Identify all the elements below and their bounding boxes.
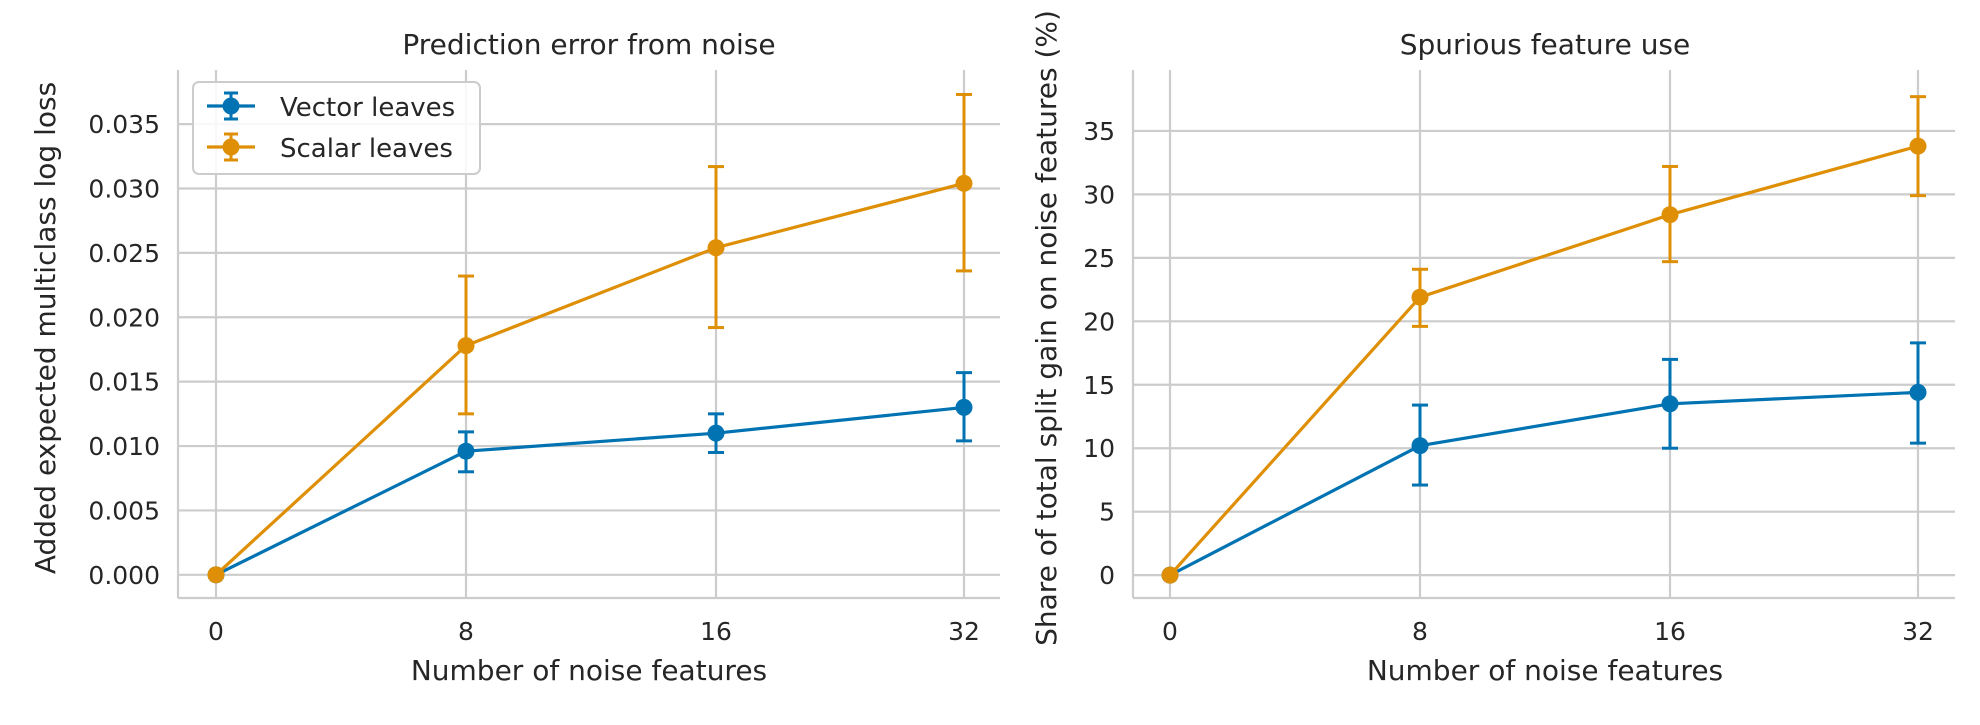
y-tick-label: 5 xyxy=(1099,498,1115,527)
series-vector xyxy=(1161,341,1927,584)
legend-swatch-scalar xyxy=(207,132,255,162)
data-point-vector xyxy=(707,424,725,442)
data-point-scalar xyxy=(955,174,973,192)
series-line-vector xyxy=(1169,390,1919,577)
legend-entry-vector: Vector leaves xyxy=(207,91,455,123)
data-point-scalar xyxy=(1161,566,1179,584)
series-line-scalar xyxy=(214,181,965,576)
y-tick-label: 0.030 xyxy=(88,174,160,203)
y-tick-label: 15 xyxy=(1083,371,1115,400)
x-tick-label: 0 xyxy=(1162,617,1178,646)
y-tick-label: 35 xyxy=(1083,117,1115,146)
data-point-vector xyxy=(1909,383,1927,401)
panel-prediction-error: 0 8 16 32 0.000 0.005 0.010 0.015 0.020 0.025 0.03… xyxy=(29,28,1000,687)
legend-box xyxy=(192,81,481,175)
y-tick-label: 0.025 xyxy=(88,239,160,268)
y-tick-label: 0.010 xyxy=(88,432,160,461)
data-point-vector xyxy=(955,398,973,416)
panel-1-title: Prediction error from noise xyxy=(402,28,775,61)
series-line-vector xyxy=(215,405,965,577)
data-point-scalar xyxy=(1661,206,1679,224)
data-point-scalar xyxy=(1909,137,1927,155)
y-tick-label: 0.005 xyxy=(88,496,160,525)
x-tick-label: 32 xyxy=(1902,617,1934,646)
y-tick-label: 0 xyxy=(1099,561,1115,590)
panel-1-series xyxy=(207,92,973,584)
x-tick-label: 0 xyxy=(208,617,224,646)
x-tick-label: 16 xyxy=(1654,617,1686,646)
data-point-scalar xyxy=(1411,288,1429,306)
legend-swatch-vector xyxy=(207,91,255,121)
x-tick-label: 32 xyxy=(948,617,980,646)
y-tick-label: 20 xyxy=(1083,307,1115,336)
panel-2-x-axis-label: Number of noise features xyxy=(1367,654,1723,687)
y-tick-label: 10 xyxy=(1083,434,1115,463)
x-tick-label: 16 xyxy=(700,617,732,646)
data-point-scalar xyxy=(457,337,475,355)
series-line-scalar xyxy=(1168,144,1919,577)
y-tick-label: 0.000 xyxy=(88,561,160,590)
panel-2-y-axis-label: Share of total split gain on noise featu… xyxy=(1030,10,1063,646)
panel-1-spines xyxy=(176,70,1000,600)
data-point-scalar xyxy=(207,566,225,584)
data-point-scalar xyxy=(707,239,725,257)
panel-1-y-axis-label: Added expected multiclass log loss xyxy=(29,82,62,574)
legend-swatch-marker xyxy=(222,138,240,156)
panel-spurious-use: 0 8 16 32 0 5 10 15 20 25 30 35 Spurious feature us… xyxy=(1030,10,1955,687)
legend-label-scalar: Scalar leaves xyxy=(280,134,453,164)
panel-2-series xyxy=(1161,95,1927,584)
panel-2-tick-labels: 0 8 16 32 0 5 10 15 20 25 30 35 xyxy=(1083,117,1934,646)
legend: Vector leaves Scalar leaves xyxy=(192,81,481,175)
y-tick-label: 30 xyxy=(1083,180,1115,209)
series-scalar xyxy=(1161,95,1927,584)
data-point-vector xyxy=(457,442,475,460)
data-point-vector xyxy=(1411,437,1429,455)
y-tick-label: 25 xyxy=(1083,244,1115,273)
panel-2-gridlines xyxy=(1133,70,1955,598)
x-tick-label: 8 xyxy=(1412,617,1428,646)
legend-label-vector: Vector leaves xyxy=(280,93,455,123)
series-scalar xyxy=(207,92,973,584)
y-tick-label: 0.035 xyxy=(88,110,160,139)
panel-2-title: Spurious feature use xyxy=(1400,28,1691,61)
x-tick-label: 8 xyxy=(458,617,474,646)
legend-entry-scalar: Scalar leaves xyxy=(207,132,453,164)
y-tick-label: 0.020 xyxy=(88,303,160,332)
y-tick-label: 0.015 xyxy=(88,368,160,397)
panel-1-x-axis-label: Number of noise features xyxy=(411,654,767,687)
data-point-vector xyxy=(1661,395,1679,413)
panel-2-spines xyxy=(1131,70,1955,600)
legend-swatch-marker xyxy=(222,97,240,115)
panel-1-tick-labels: 0 8 16 32 0.000 0.005 0.010 0.015 0.020 0.025 0.03… xyxy=(88,110,979,646)
